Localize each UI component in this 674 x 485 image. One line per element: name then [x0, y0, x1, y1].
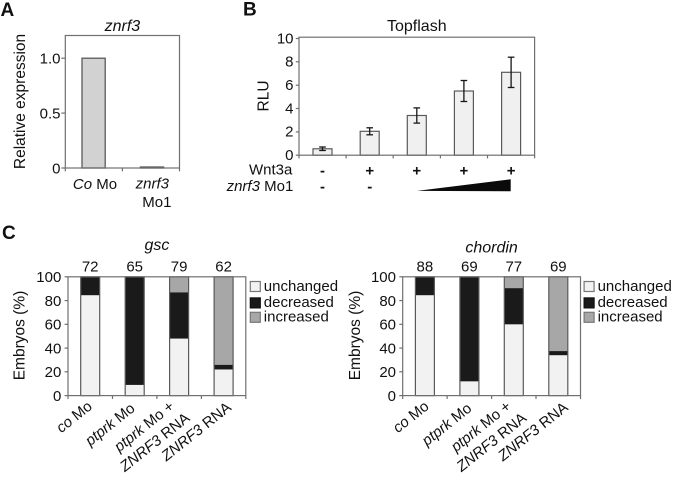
svg-text:-: - — [320, 162, 325, 179]
svg-text:Mo1: Mo1 — [142, 194, 171, 211]
svg-text:65: 65 — [126, 259, 143, 276]
svg-text:-: - — [320, 179, 325, 196]
svg-text:8: 8 — [285, 54, 293, 71]
svg-text:40: 40 — [379, 340, 396, 357]
svg-text:znrf3: znrf3 — [135, 176, 170, 193]
svg-text:20: 20 — [45, 364, 62, 381]
svg-text:100: 100 — [371, 269, 396, 286]
svg-text:gsc: gsc — [144, 237, 169, 254]
svg-text:0: 0 — [53, 388, 61, 405]
svg-text:0: 0 — [52, 160, 60, 177]
svg-text:RLU: RLU — [255, 80, 272, 111]
svg-text:88: 88 — [417, 259, 434, 276]
svg-text:80: 80 — [45, 293, 62, 310]
svg-text:chordin: chordin — [465, 240, 518, 257]
svg-text:A: A — [1, 0, 15, 21]
svg-text:+: + — [412, 162, 421, 179]
svg-text:0.5: 0.5 — [40, 105, 61, 122]
svg-text:C: C — [2, 223, 16, 244]
svg-text:Topflash: Topflash — [387, 18, 447, 35]
svg-text:0: 0 — [285, 147, 293, 164]
svg-text:60: 60 — [45, 317, 62, 334]
svg-text:Relative expression: Relative expression — [12, 34, 29, 169]
svg-text:Wnt3a: Wnt3a — [249, 162, 293, 179]
svg-text:62: 62 — [215, 259, 232, 276]
svg-text:B: B — [243, 0, 257, 21]
svg-text:10: 10 — [277, 30, 294, 47]
svg-text:Co Mo: Co Mo — [73, 176, 117, 193]
svg-text:Embryos (%): Embryos (%) — [12, 291, 29, 381]
svg-text:decreased: decreased — [598, 294, 668, 311]
svg-text:0: 0 — [388, 388, 396, 405]
svg-text:znrf3: znrf3 — [104, 18, 141, 35]
svg-text:60: 60 — [379, 317, 396, 334]
svg-text:6: 6 — [285, 77, 293, 94]
svg-text:77: 77 — [505, 259, 522, 276]
svg-text:+: + — [507, 162, 516, 179]
svg-text:+: + — [460, 162, 469, 179]
svg-text:znrf3 Mo1: znrf3 Mo1 — [226, 178, 294, 195]
svg-text:100: 100 — [36, 269, 61, 286]
svg-text:-: - — [367, 179, 372, 196]
svg-text:increased: increased — [598, 309, 663, 326]
svg-text:decreased: decreased — [264, 294, 334, 311]
svg-text:4: 4 — [285, 100, 293, 117]
svg-text:80: 80 — [379, 293, 396, 310]
svg-text:79: 79 — [171, 259, 188, 276]
svg-text:1.0: 1.0 — [40, 51, 61, 68]
svg-text:unchanged: unchanged — [598, 278, 672, 295]
svg-text:Embryos (%): Embryos (%) — [347, 291, 364, 381]
svg-text:69: 69 — [461, 259, 478, 276]
svg-text:unchanged: unchanged — [264, 278, 338, 295]
svg-text:increased: increased — [264, 309, 329, 326]
svg-text:72: 72 — [82, 259, 99, 276]
svg-text:40: 40 — [45, 340, 62, 357]
svg-text:2: 2 — [285, 124, 293, 141]
svg-text:20: 20 — [379, 364, 396, 381]
svg-text:69: 69 — [550, 259, 567, 276]
svg-text:+: + — [365, 162, 374, 179]
